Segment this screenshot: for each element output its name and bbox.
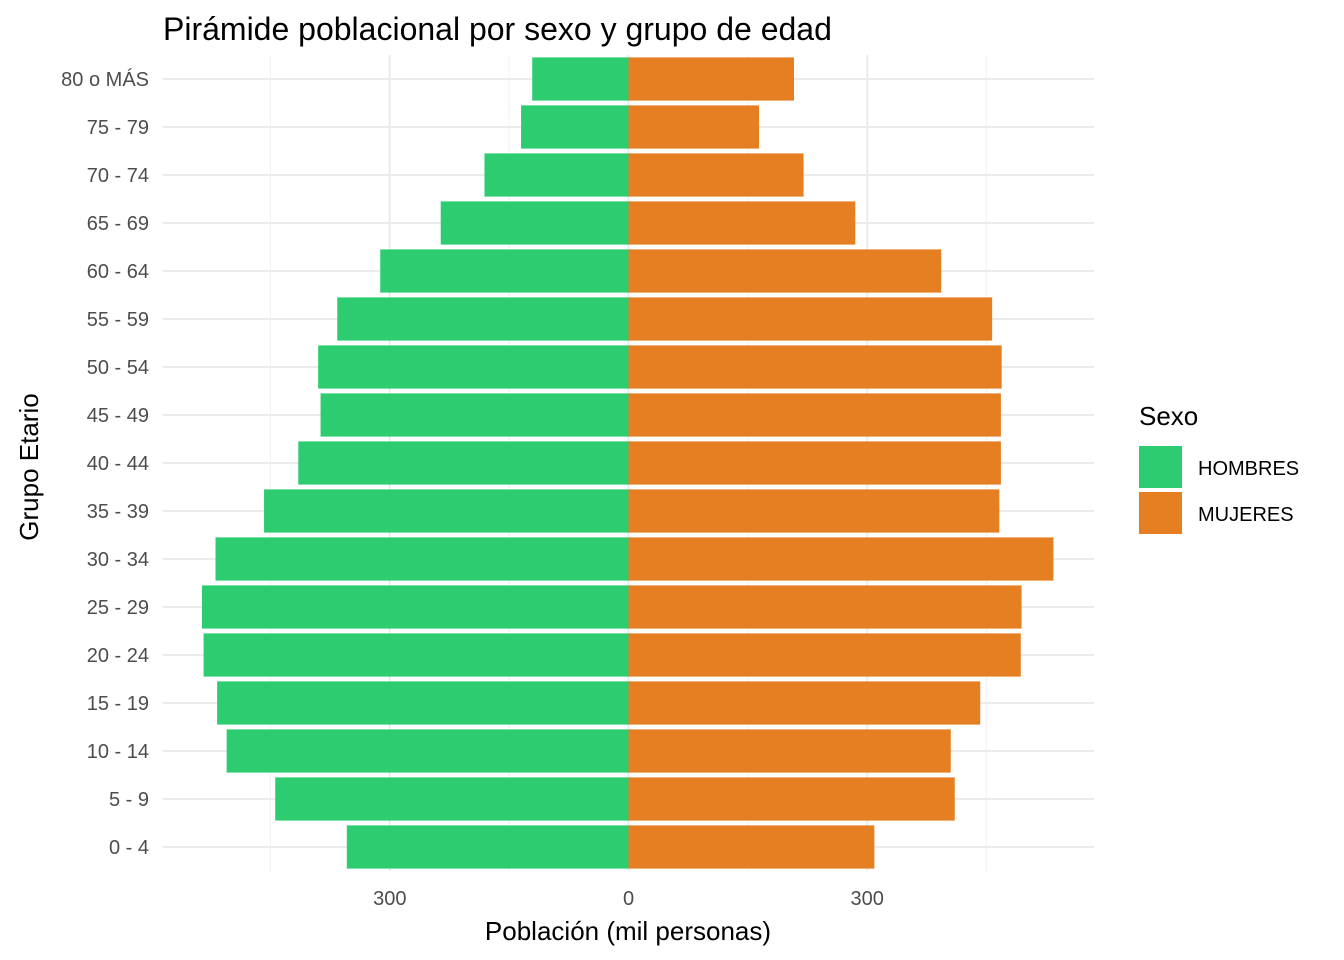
- bar-mujeres-14: [628, 153, 804, 197]
- bar-hombres-12: [380, 249, 629, 293]
- y-tick-label: 75 - 79: [87, 117, 149, 139]
- y-tick-label: 45 - 49: [87, 405, 149, 427]
- x-tick-label: 300: [373, 888, 406, 910]
- y-tick-label: 50 - 54: [87, 357, 149, 379]
- x-tick-label: 0: [623, 888, 634, 910]
- bar-hombres-9: [320, 393, 629, 437]
- bar-mujeres-3: [628, 681, 981, 725]
- bar-hombres-2: [226, 729, 629, 773]
- bar-hombres-13: [440, 201, 629, 245]
- y-tick-label: 65 - 69: [87, 213, 149, 235]
- bar-mujeres-9: [628, 393, 1001, 437]
- legend: Sexo HOMBRES MUJERES: [1139, 401, 1299, 534]
- legend-swatch-mujeres: [1139, 492, 1182, 534]
- y-tick-label: 10 - 14: [87, 741, 149, 763]
- bar-hombres-6: [215, 537, 629, 581]
- y-tick-label: 40 - 44: [87, 453, 149, 475]
- bar-hombres-8: [298, 441, 629, 485]
- bar-mujeres-4: [628, 633, 1021, 677]
- bar-hombres-11: [337, 297, 629, 341]
- bar-hombres-16: [532, 57, 629, 101]
- legend-title: Sexo: [1139, 401, 1198, 431]
- y-tick-label: 80 o MÁS: [61, 68, 149, 91]
- y-tick-label: 60 - 64: [87, 261, 149, 283]
- bar-mujeres-11: [628, 297, 993, 341]
- y-tick-label: 35 - 39: [87, 501, 149, 523]
- bar-mujeres-6: [628, 537, 1054, 581]
- bar-mujeres-7: [628, 489, 1000, 533]
- y-tick-label: 55 - 59: [87, 309, 149, 331]
- legend-label-mujeres: MUJERES: [1198, 504, 1294, 526]
- y-tick-label: 15 - 19: [87, 693, 149, 715]
- y-tick-label: 20 - 24: [87, 645, 149, 667]
- y-tick-labels: 0 - 4 5 - 9 10 - 14 15 - 19 20 - 24 25 - 29 30…: [61, 68, 149, 859]
- bar-hombres-4: [203, 633, 629, 677]
- bar-hombres-0: [346, 825, 629, 869]
- y-tick-label: 5 - 9: [109, 789, 149, 811]
- y-axis-title: Grupo Etario: [14, 393, 44, 540]
- bar-mujeres-15: [628, 105, 759, 149]
- bar-hombres-7: [264, 489, 629, 533]
- bar-mujeres-0: [628, 825, 875, 869]
- bars: [201, 57, 1054, 869]
- bar-mujeres-8: [628, 441, 1001, 485]
- bar-hombres-15: [521, 105, 629, 149]
- legend-label-hombres: HOMBRES: [1198, 458, 1299, 480]
- bar-hombres-10: [318, 345, 629, 389]
- bar-mujeres-10: [628, 345, 1002, 389]
- bar-hombres-3: [217, 681, 629, 725]
- bar-mujeres-1: [628, 777, 955, 821]
- y-tick-label: 30 - 34: [87, 549, 149, 571]
- x-axis-title: Población (mil personas): [485, 916, 771, 946]
- x-tick-labels: 300 0 300: [373, 888, 884, 910]
- y-tick-label: 0 - 4: [109, 837, 149, 859]
- bar-hombres-5: [201, 585, 629, 629]
- y-tick-label: 25 - 29: [87, 597, 149, 619]
- x-tick-label: 300: [851, 888, 884, 910]
- bar-mujeres-12: [628, 249, 942, 293]
- bar-mujeres-16: [628, 57, 795, 101]
- bar-mujeres-2: [628, 729, 951, 773]
- bar-hombres-1: [275, 777, 629, 821]
- bar-hombres-14: [484, 153, 629, 197]
- legend-swatch-hombres: [1139, 446, 1182, 488]
- chart-title: Pirámide poblacional por sexo y grupo de…: [163, 11, 832, 47]
- y-tick-label: 70 - 74: [87, 165, 149, 187]
- bar-mujeres-5: [628, 585, 1022, 629]
- bar-mujeres-13: [628, 201, 856, 245]
